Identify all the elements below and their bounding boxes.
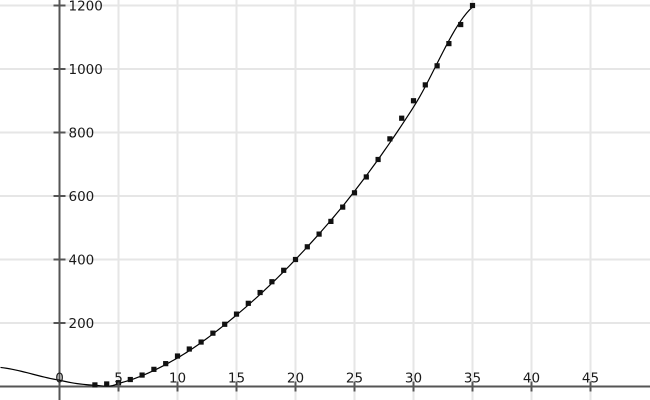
data-point-marker xyxy=(340,204,346,210)
data-point-marker xyxy=(422,82,428,88)
data-point-marker xyxy=(304,244,310,250)
y-tick-label: 800 xyxy=(69,126,95,142)
data-point-marker xyxy=(399,115,405,121)
x-tick-label: 5 xyxy=(114,371,123,387)
y-tick-label: 1000 xyxy=(69,62,103,78)
tick-marks xyxy=(53,4,592,392)
data-point-marker xyxy=(269,279,275,285)
data-point-marker xyxy=(446,41,452,47)
x-tick-label: 15 xyxy=(228,371,245,387)
data-point-marker xyxy=(151,366,157,372)
data-point-marker xyxy=(257,289,263,296)
data-point-marker xyxy=(316,231,322,237)
data-point-marker xyxy=(387,136,393,142)
data-point-marker xyxy=(127,376,133,383)
y-tick-label: 1200 xyxy=(69,0,103,15)
data-point-marker xyxy=(328,218,334,224)
data-point-marker xyxy=(245,300,251,306)
data-point-marker xyxy=(186,346,192,352)
x-tick-label: 10 xyxy=(169,371,186,387)
data-point-marker xyxy=(469,2,476,9)
data-point-marker xyxy=(458,21,464,28)
x-tick-label: 45 xyxy=(582,371,599,387)
data-point-marker xyxy=(198,339,204,345)
x-tick-label: 0 xyxy=(55,371,64,387)
data-point-marker xyxy=(434,63,440,69)
x-tick-label: 30 xyxy=(405,371,422,387)
x-tick-label: 25 xyxy=(346,371,363,387)
data-point-marker xyxy=(375,156,381,163)
data-point-marker xyxy=(222,321,228,327)
y-tick-label: 200 xyxy=(69,316,95,332)
data-point-marker xyxy=(163,361,169,367)
data-point-marker xyxy=(292,256,299,263)
data-point-marker xyxy=(139,372,145,378)
x-tick-label: 35 xyxy=(464,371,481,387)
data-markers xyxy=(92,2,476,388)
x-tick-label: 20 xyxy=(287,371,304,387)
data-point-marker xyxy=(351,190,358,196)
data-point-marker xyxy=(104,381,110,387)
data-point-marker xyxy=(174,353,181,359)
data-point-marker xyxy=(92,382,98,388)
data-point-marker xyxy=(363,174,369,180)
x-tick-label: 40 xyxy=(523,371,540,387)
data-point-marker xyxy=(210,330,216,336)
data-point-marker xyxy=(281,267,287,273)
data-point-marker xyxy=(410,98,417,104)
data-point-marker xyxy=(233,311,240,317)
y-tick-label: 600 xyxy=(69,189,95,205)
y-tick-label: 400 xyxy=(69,253,95,269)
tick-labels: 200 400 600 800 1000 1200 0 5 10 15 20 25 30 35 40 45 xyxy=(55,0,599,387)
